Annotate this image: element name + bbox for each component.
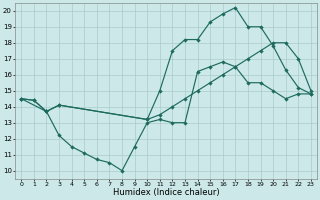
X-axis label: Humidex (Indice chaleur): Humidex (Indice chaleur) <box>113 188 220 197</box>
